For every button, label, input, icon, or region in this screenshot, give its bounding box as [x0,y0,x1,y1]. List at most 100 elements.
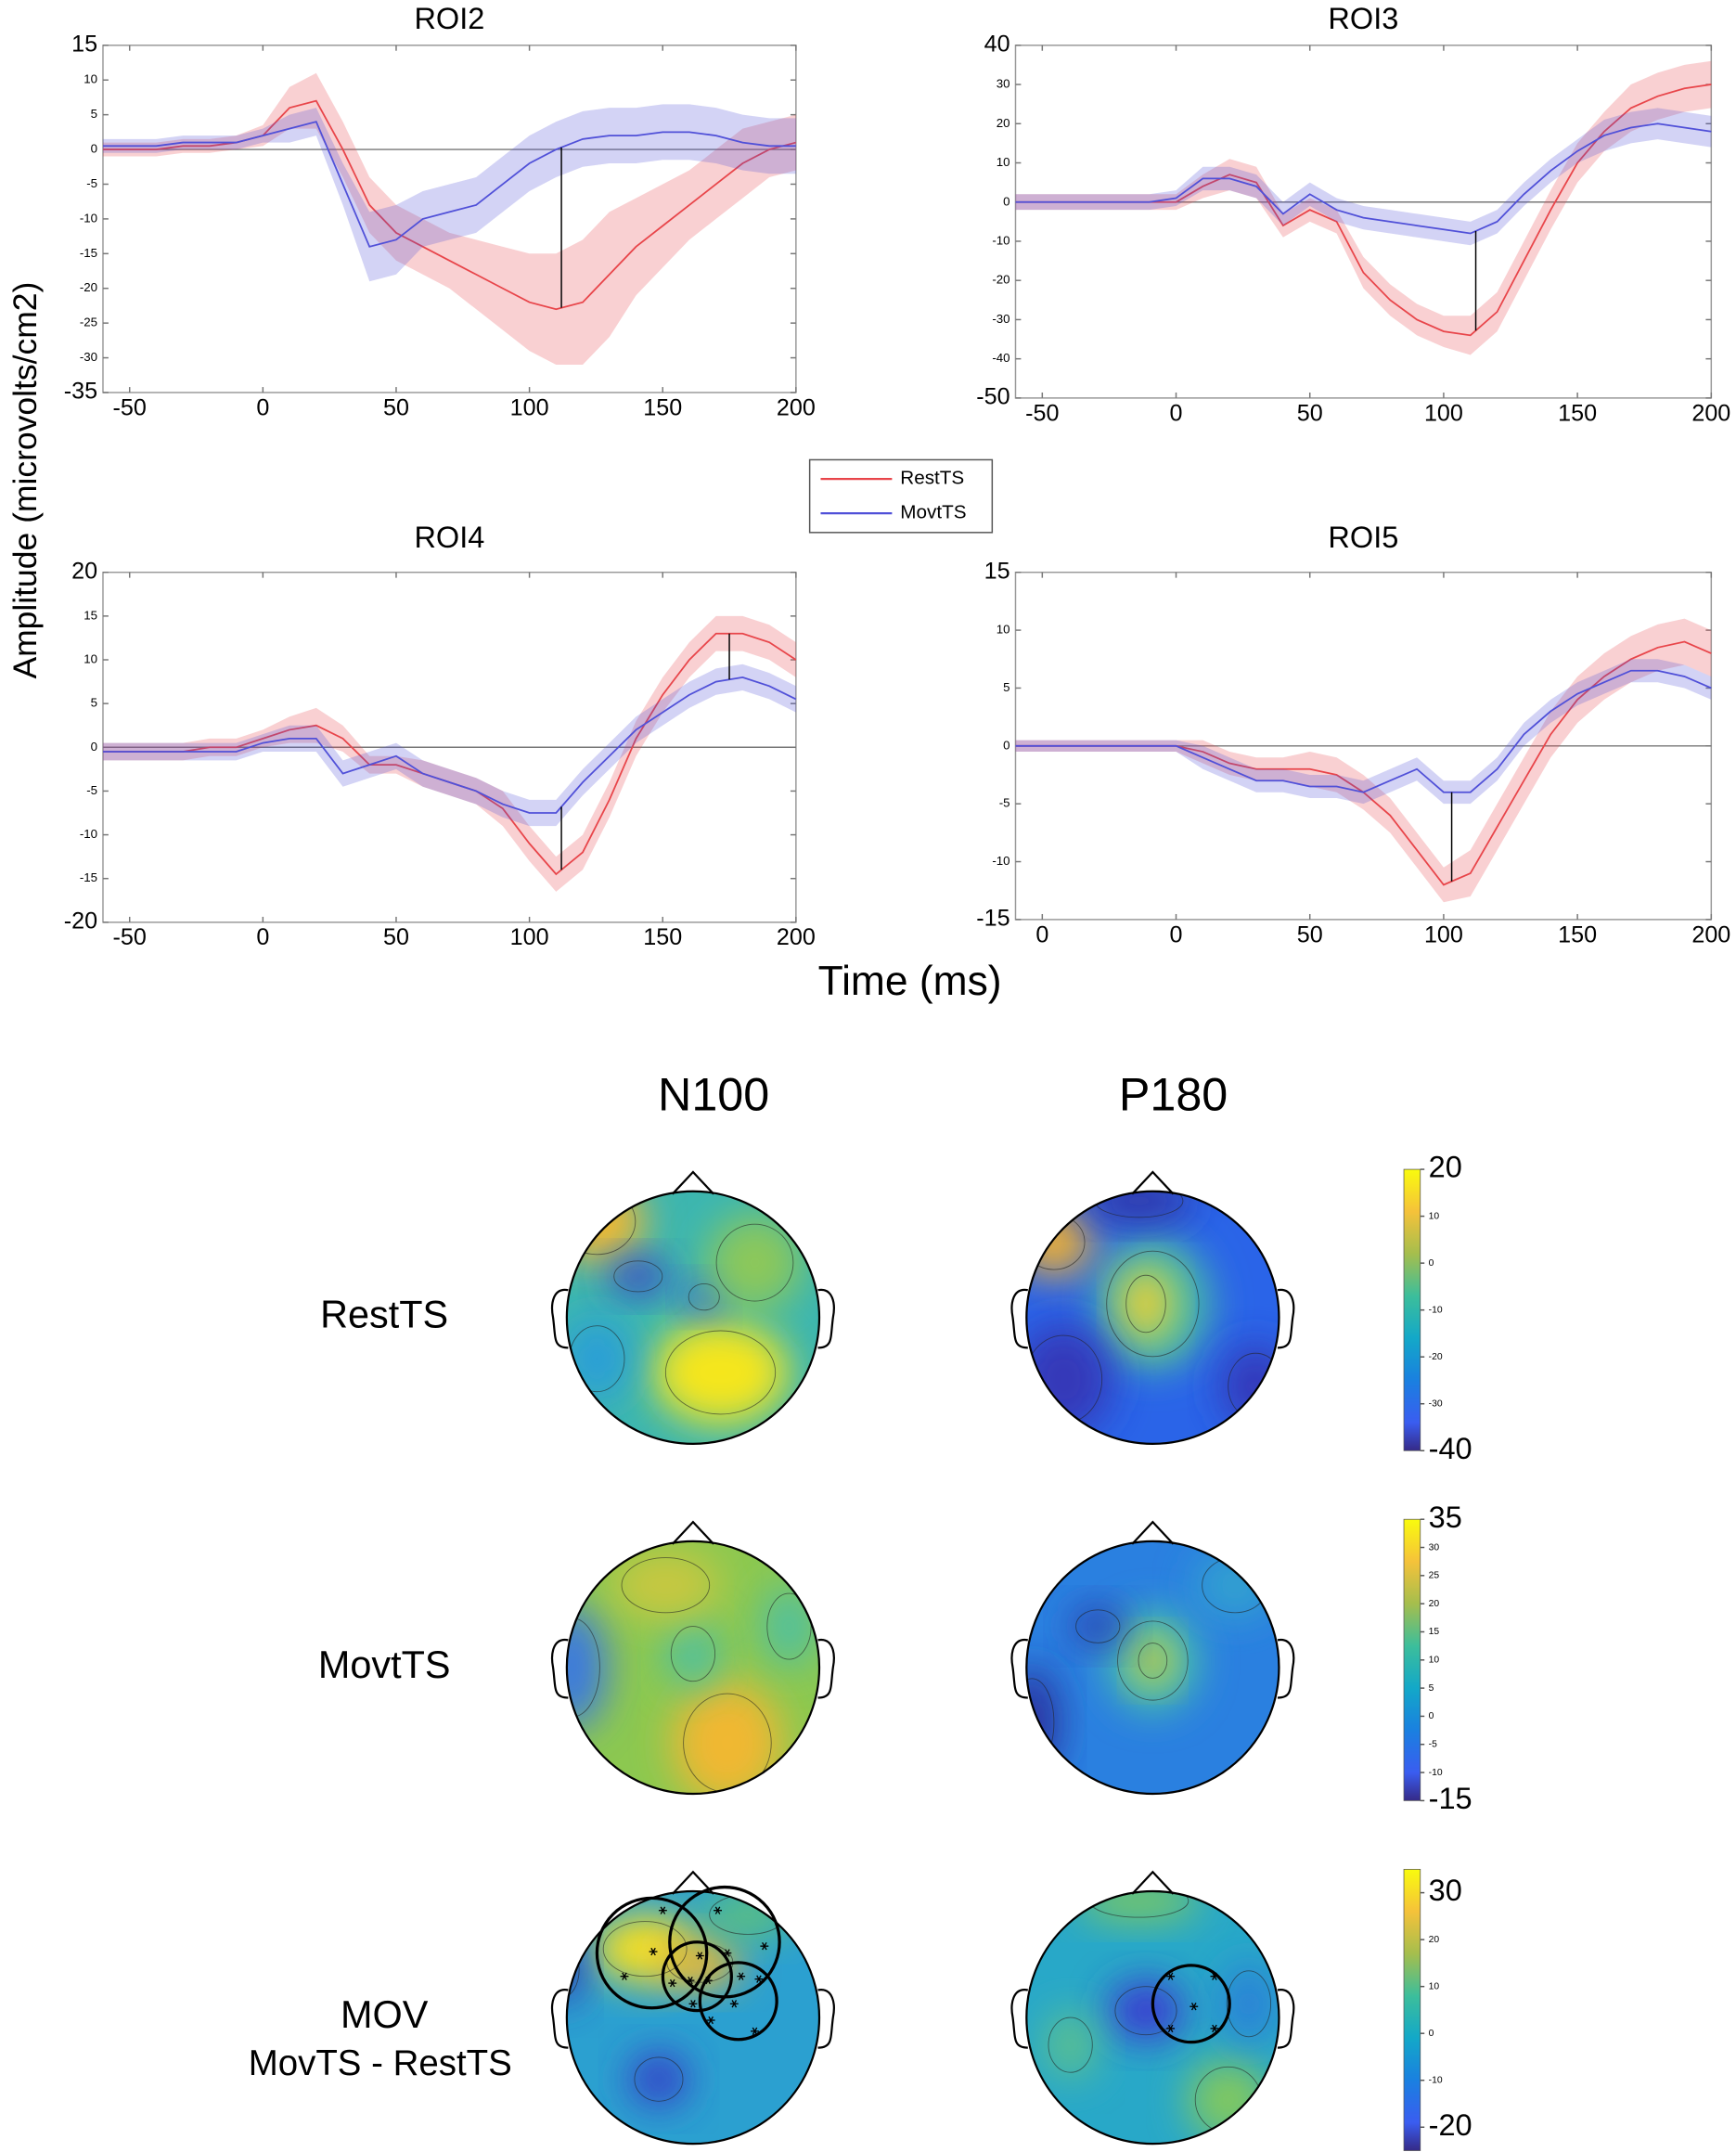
y-tick-label: 30 [997,77,1010,91]
asterisk [756,1975,762,1983]
contour [1226,1970,1272,2038]
x-tick-label: 0 [1170,400,1183,426]
colorbar-tick-label: 15 [1429,1627,1440,1637]
cluster-circle [595,1896,709,2010]
colorbar-tick-label: -20 [1429,2108,1472,2142]
contour [664,1330,777,1415]
contour [613,1260,663,1293]
colorbar-tick-label: -20 [1429,1352,1443,1362]
error-band [102,72,796,366]
topomap-blob [566,1605,607,1730]
y-tick-label: 20 [71,558,97,584]
contour [621,1557,711,1614]
x-axis-label: Time (ms) [818,959,1002,1004]
contour [1048,2017,1093,2073]
y-tick-label: -35 [64,379,97,405]
chart-title: ROI5 [1328,521,1398,554]
y-tick-label: -20 [80,280,97,294]
topomap-blob [628,2052,689,2107]
x-tick-label: 50 [383,924,409,950]
asterisk [669,1978,675,1988]
ear [817,1989,835,2049]
x-tick-label: 200 [777,924,816,950]
y-axis-label: Amplitude (microvolts/cm2) [6,282,44,679]
asterisk [650,1947,656,1956]
column-title: P180 [1119,1067,1228,1120]
topomap [566,1191,819,1444]
y-tick-label: 40 [984,31,1010,57]
x-tick-label: 100 [510,394,549,420]
head-outline [565,1190,821,1445]
contour [715,1223,794,1302]
y-tick-label: 5 [1003,680,1009,694]
contour [602,1921,688,1978]
topomap-blob [608,1256,669,1296]
ear [550,1288,569,1349]
asterisk [697,1952,703,1960]
asterisk [752,2027,758,2036]
colorbar-tick-label: 0 [1429,1258,1434,1269]
error-band [1015,618,1712,903]
contour [566,1941,580,1998]
colorbar-tick-label: -15 [1429,1782,1472,1815]
y-tick-label: -30 [80,350,97,364]
ear [550,1639,569,1699]
topomap-blob [1077,1890,1202,1922]
colorbar-tick-label: -5 [1429,1739,1437,1749]
ear [1277,1989,1295,2049]
y-tick-label: -15 [80,870,97,884]
topomap [1026,1540,1279,1794]
colorbar-tick-label: 35 [1429,1501,1462,1534]
head-outline [565,1889,821,2146]
y-tick-label: -50 [976,384,1009,410]
column-title: N100 [658,1067,769,1120]
nose [671,1170,714,1195]
y-tick-label: 15 [84,608,97,622]
y-tick-label: 10 [84,72,97,86]
topomap-blob [566,1191,646,1263]
x-tick-label: 150 [643,924,682,950]
error-band [102,104,796,282]
cluster-circle [698,1961,778,2042]
asterisk [690,2000,696,2008]
contour [1125,1274,1166,1334]
ear [1010,1639,1028,1699]
colorbar-tick-label: -10 [1429,1305,1443,1315]
y-tick-label: -10 [992,854,1009,868]
colorbar-tick-label: 0 [1429,1711,1434,1721]
colorbar-tick-label: 20 [1429,1935,1440,1945]
ear [817,1288,835,1349]
contour [766,1592,812,1660]
y-tick-label: -15 [80,246,97,260]
x-tick-label: 0 [256,924,269,950]
y-tick-label: -40 [992,351,1009,365]
x-tick-label: 200 [777,394,816,420]
y-tick-label: -15 [976,906,1009,932]
series-line [102,676,797,814]
row-sublabel: MovTS - RestTS [249,2043,512,2083]
ear [550,1989,569,2049]
colorbar-tick-label: 20 [1429,1151,1462,1184]
contour [1106,1250,1200,1358]
asterisk [660,1906,666,1914]
asterisk [708,2016,714,2025]
topomap-blob [761,1585,817,1668]
x-tick-label: 50 [1297,921,1323,947]
head-outline [1025,1889,1280,2146]
legend-box [808,458,994,534]
y-tick-label: 10 [84,652,97,666]
colorbar-tick-label: -30 [1429,1398,1443,1409]
y-tick-label: 0 [91,740,97,754]
x-tick-label: 100 [510,924,549,950]
colorbar-tick-label: 30 [1429,1542,1440,1553]
error-band [1015,60,1712,355]
topomap-blob [1121,1268,1171,1340]
topomap [1026,1890,1279,2145]
error-band [1015,659,1712,805]
y-tick-label: -30 [992,312,1009,326]
asterisk [731,2000,738,2008]
y-tick-label: -10 [80,211,97,225]
contour [1117,1620,1189,1701]
contour [1114,1986,1177,2036]
y-tick-label: 0 [91,142,97,156]
